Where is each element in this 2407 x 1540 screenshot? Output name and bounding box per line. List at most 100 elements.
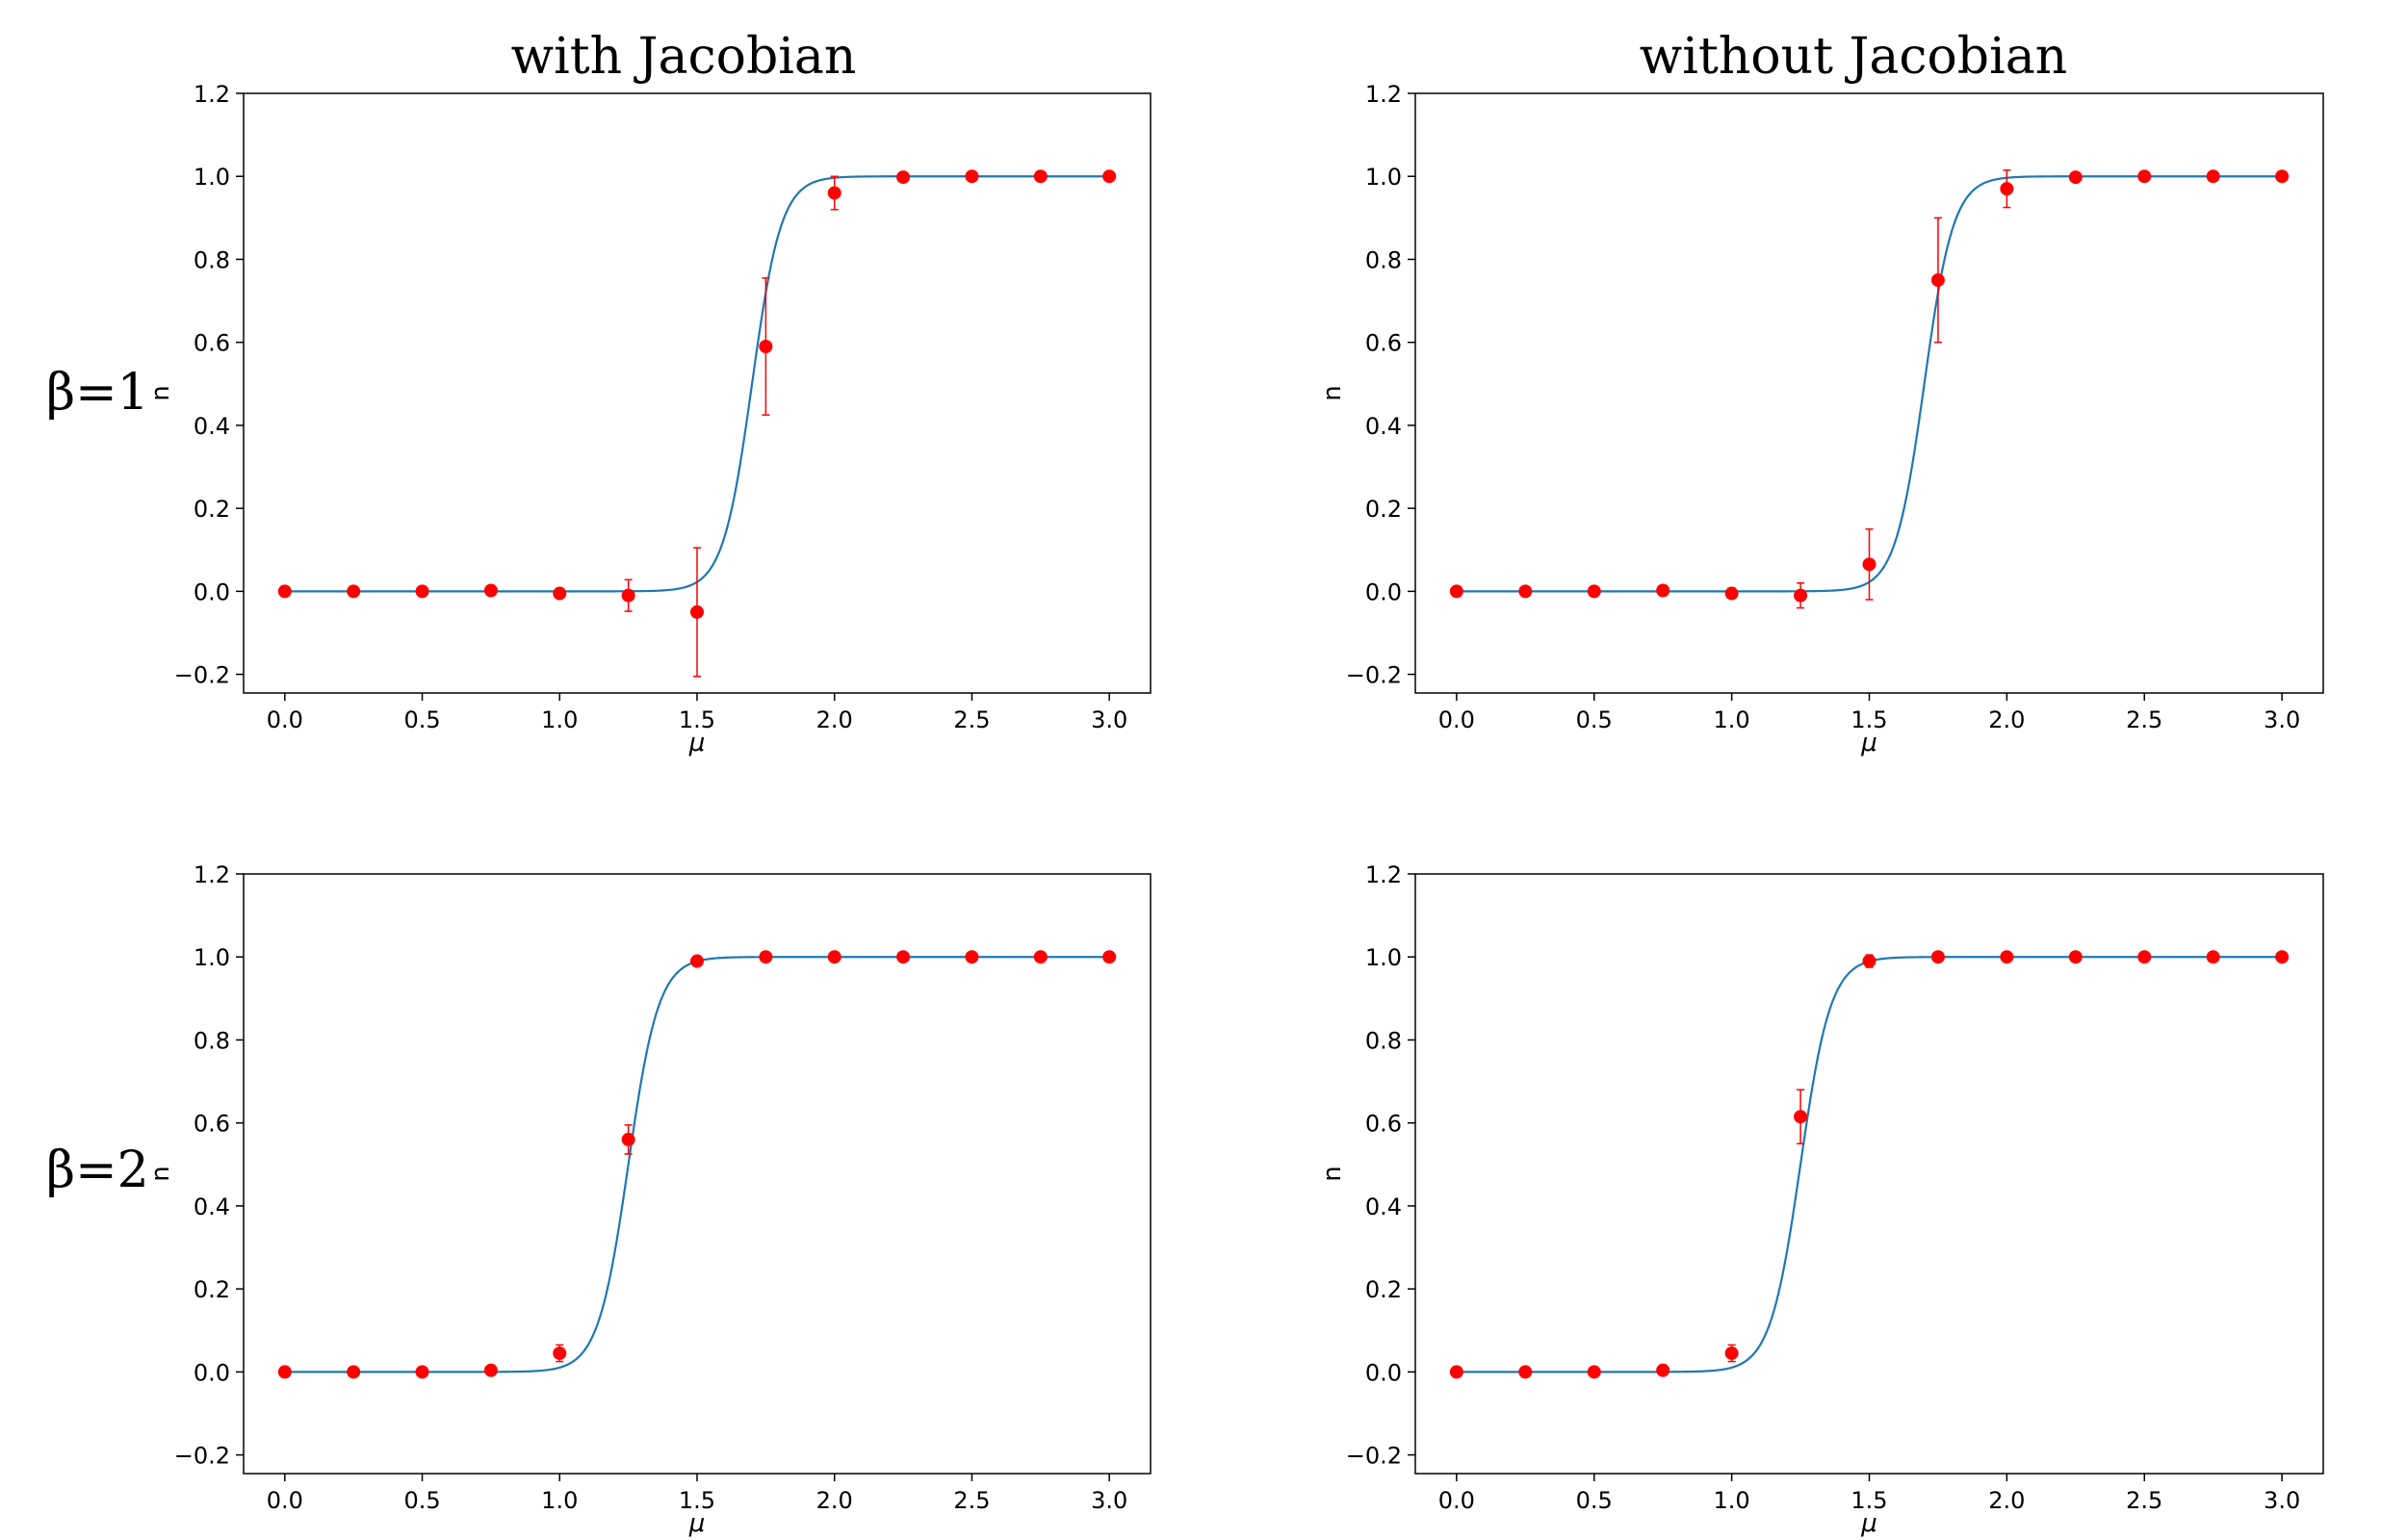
data-point [1033,169,1048,184]
y-tick-label: 0.8 [194,1027,230,1054]
data-point [965,950,979,964]
chart-panel-3: 0.0 0.5 1.0 1.5 2.0 2.5 3.0 −0.2 0.0 0.2 0.4 0.6 0.8… [146,861,1152,1538]
data-point [2206,169,2220,184]
data-point [621,1132,635,1146]
model-curve [1456,956,2283,1373]
data-point [1724,1346,1739,1360]
y-tick-label: 1.2 [194,861,230,888]
y-tick-label: 0.2 [194,496,230,523]
data-point [553,586,567,601]
data-point [827,950,841,964]
data-point [896,950,911,964]
data-point [1518,1365,1533,1379]
x-tick-label: 0.5 [403,706,440,733]
y-tick-label: 0.8 [1365,1027,1402,1054]
y-tick-label: 0.6 [1365,1111,1402,1138]
x-tick-label: 0.5 [1576,706,1613,733]
x-tick-label: 1.5 [1851,1487,1887,1514]
data-point [1930,273,1945,288]
data-point [2275,169,2290,184]
data-point [1587,1365,1601,1379]
model-curve [284,956,1110,1373]
x-tick-label: 2.5 [2126,706,2162,733]
y-axis-label: n [146,385,175,400]
x-axis-label: μ [688,1509,706,1538]
data-point [1930,950,1945,964]
data-point [483,1363,498,1377]
x-axis-label: μ [1860,729,1877,757]
y-tick-label: 0.4 [194,1194,230,1220]
y-tick-label: 0.4 [1365,413,1402,440]
y-tick-label: 1.0 [194,164,230,191]
x-tick-label: 1.0 [1714,1487,1750,1514]
data-point [759,339,773,353]
x-tick-label: 1.0 [541,1487,578,1514]
x-tick-label: 1.0 [1714,706,1750,733]
y-axis-label: n [146,1166,175,1181]
x-tick-label: 2.0 [1988,706,2025,733]
y-tick-label: −0.2 [1346,662,1402,689]
y-tick-label: 0.6 [1365,330,1402,357]
y-tick-label: 0.0 [1365,1359,1402,1386]
panels: 0.0 0.5 1.0 1.5 2.0 2.5 3.0 −0.2 0.0 0.2 0.4 0.6 0.8… [146,81,2324,1538]
y-tick-label: 0.8 [1365,246,1402,273]
data-point [1102,950,1117,964]
column-title-left: with Jacobian [511,28,857,86]
x-tick-label: 2.5 [953,706,990,733]
y-tick-label: 0.4 [194,413,230,440]
x-tick-label: 0.0 [1438,1487,1475,1514]
data-point [690,954,704,968]
data-point [2068,950,2083,964]
data-point [483,583,498,598]
y-tick-label: −0.2 [174,1443,230,1470]
y-tick-label: 0.6 [194,330,230,357]
data-point [1794,1110,1808,1124]
data-point [2206,950,2220,964]
x-tick-label: 0.0 [267,1487,303,1514]
data-point [1656,1363,1670,1377]
chart-panel-2: 0.0 0.5 1.0 1.5 2.0 2.5 3.0 −0.2 0.0 0.2 0.4 0.6 0.8… [1318,81,2324,757]
x-tick-label: 2.5 [953,1487,990,1514]
y-axis-label: n [1318,385,1347,400]
data-point [1449,1365,1463,1379]
y-tick-label: 0.2 [1365,1276,1402,1303]
y-tick-label: 0.4 [1365,1194,1402,1220]
x-tick-label: 1.5 [1851,706,1887,733]
data-point [2068,170,2083,185]
data-point [690,604,704,619]
y-tick-label: 0.2 [1365,496,1402,523]
x-tick-label: 0.0 [267,706,303,733]
data-point [1587,584,1601,599]
chart-panel-1: 0.0 0.5 1.0 1.5 2.0 2.5 3.0 −0.2 0.0 0.2 0.4 0.6 0.8… [146,81,1152,757]
data-point [2000,950,2014,964]
data-point [896,170,911,185]
data-point [2000,182,2014,196]
x-tick-label: 1.5 [679,1487,715,1514]
y-tick-label: 1.2 [1365,861,1402,888]
data-point [347,584,361,599]
x-tick-label: 0.0 [1438,706,1475,733]
y-tick-label: −0.2 [1346,1443,1402,1470]
column-title-right: without Jacobian [1640,28,2067,86]
data-point [2137,169,2152,184]
data-point [1724,586,1739,601]
x-tick-label: 2.0 [816,1487,853,1514]
data-point [2137,950,2152,964]
chart-panel-4: 0.0 0.5 1.0 1.5 2.0 2.5 3.0 −0.2 0.0 0.2 0.4 0.6 0.8… [1318,861,2324,1538]
y-tick-label: 0.0 [1365,578,1402,605]
data-point [1102,169,1117,184]
x-tick-label: 2.0 [1988,1487,2025,1514]
data-point [965,169,979,184]
data-point [621,588,635,603]
data-point [1033,950,1048,964]
data-point [553,1346,567,1360]
x-tick-label: 1.5 [679,706,715,733]
y-tick-label: 1.0 [194,944,230,971]
x-tick-label: 3.0 [2264,706,2300,733]
x-tick-label: 3.0 [1091,1487,1127,1514]
data-point [347,1365,361,1379]
y-tick-label: 0.0 [194,578,230,605]
y-tick-label: 1.2 [1365,81,1402,108]
y-tick-label: −0.2 [174,662,230,689]
